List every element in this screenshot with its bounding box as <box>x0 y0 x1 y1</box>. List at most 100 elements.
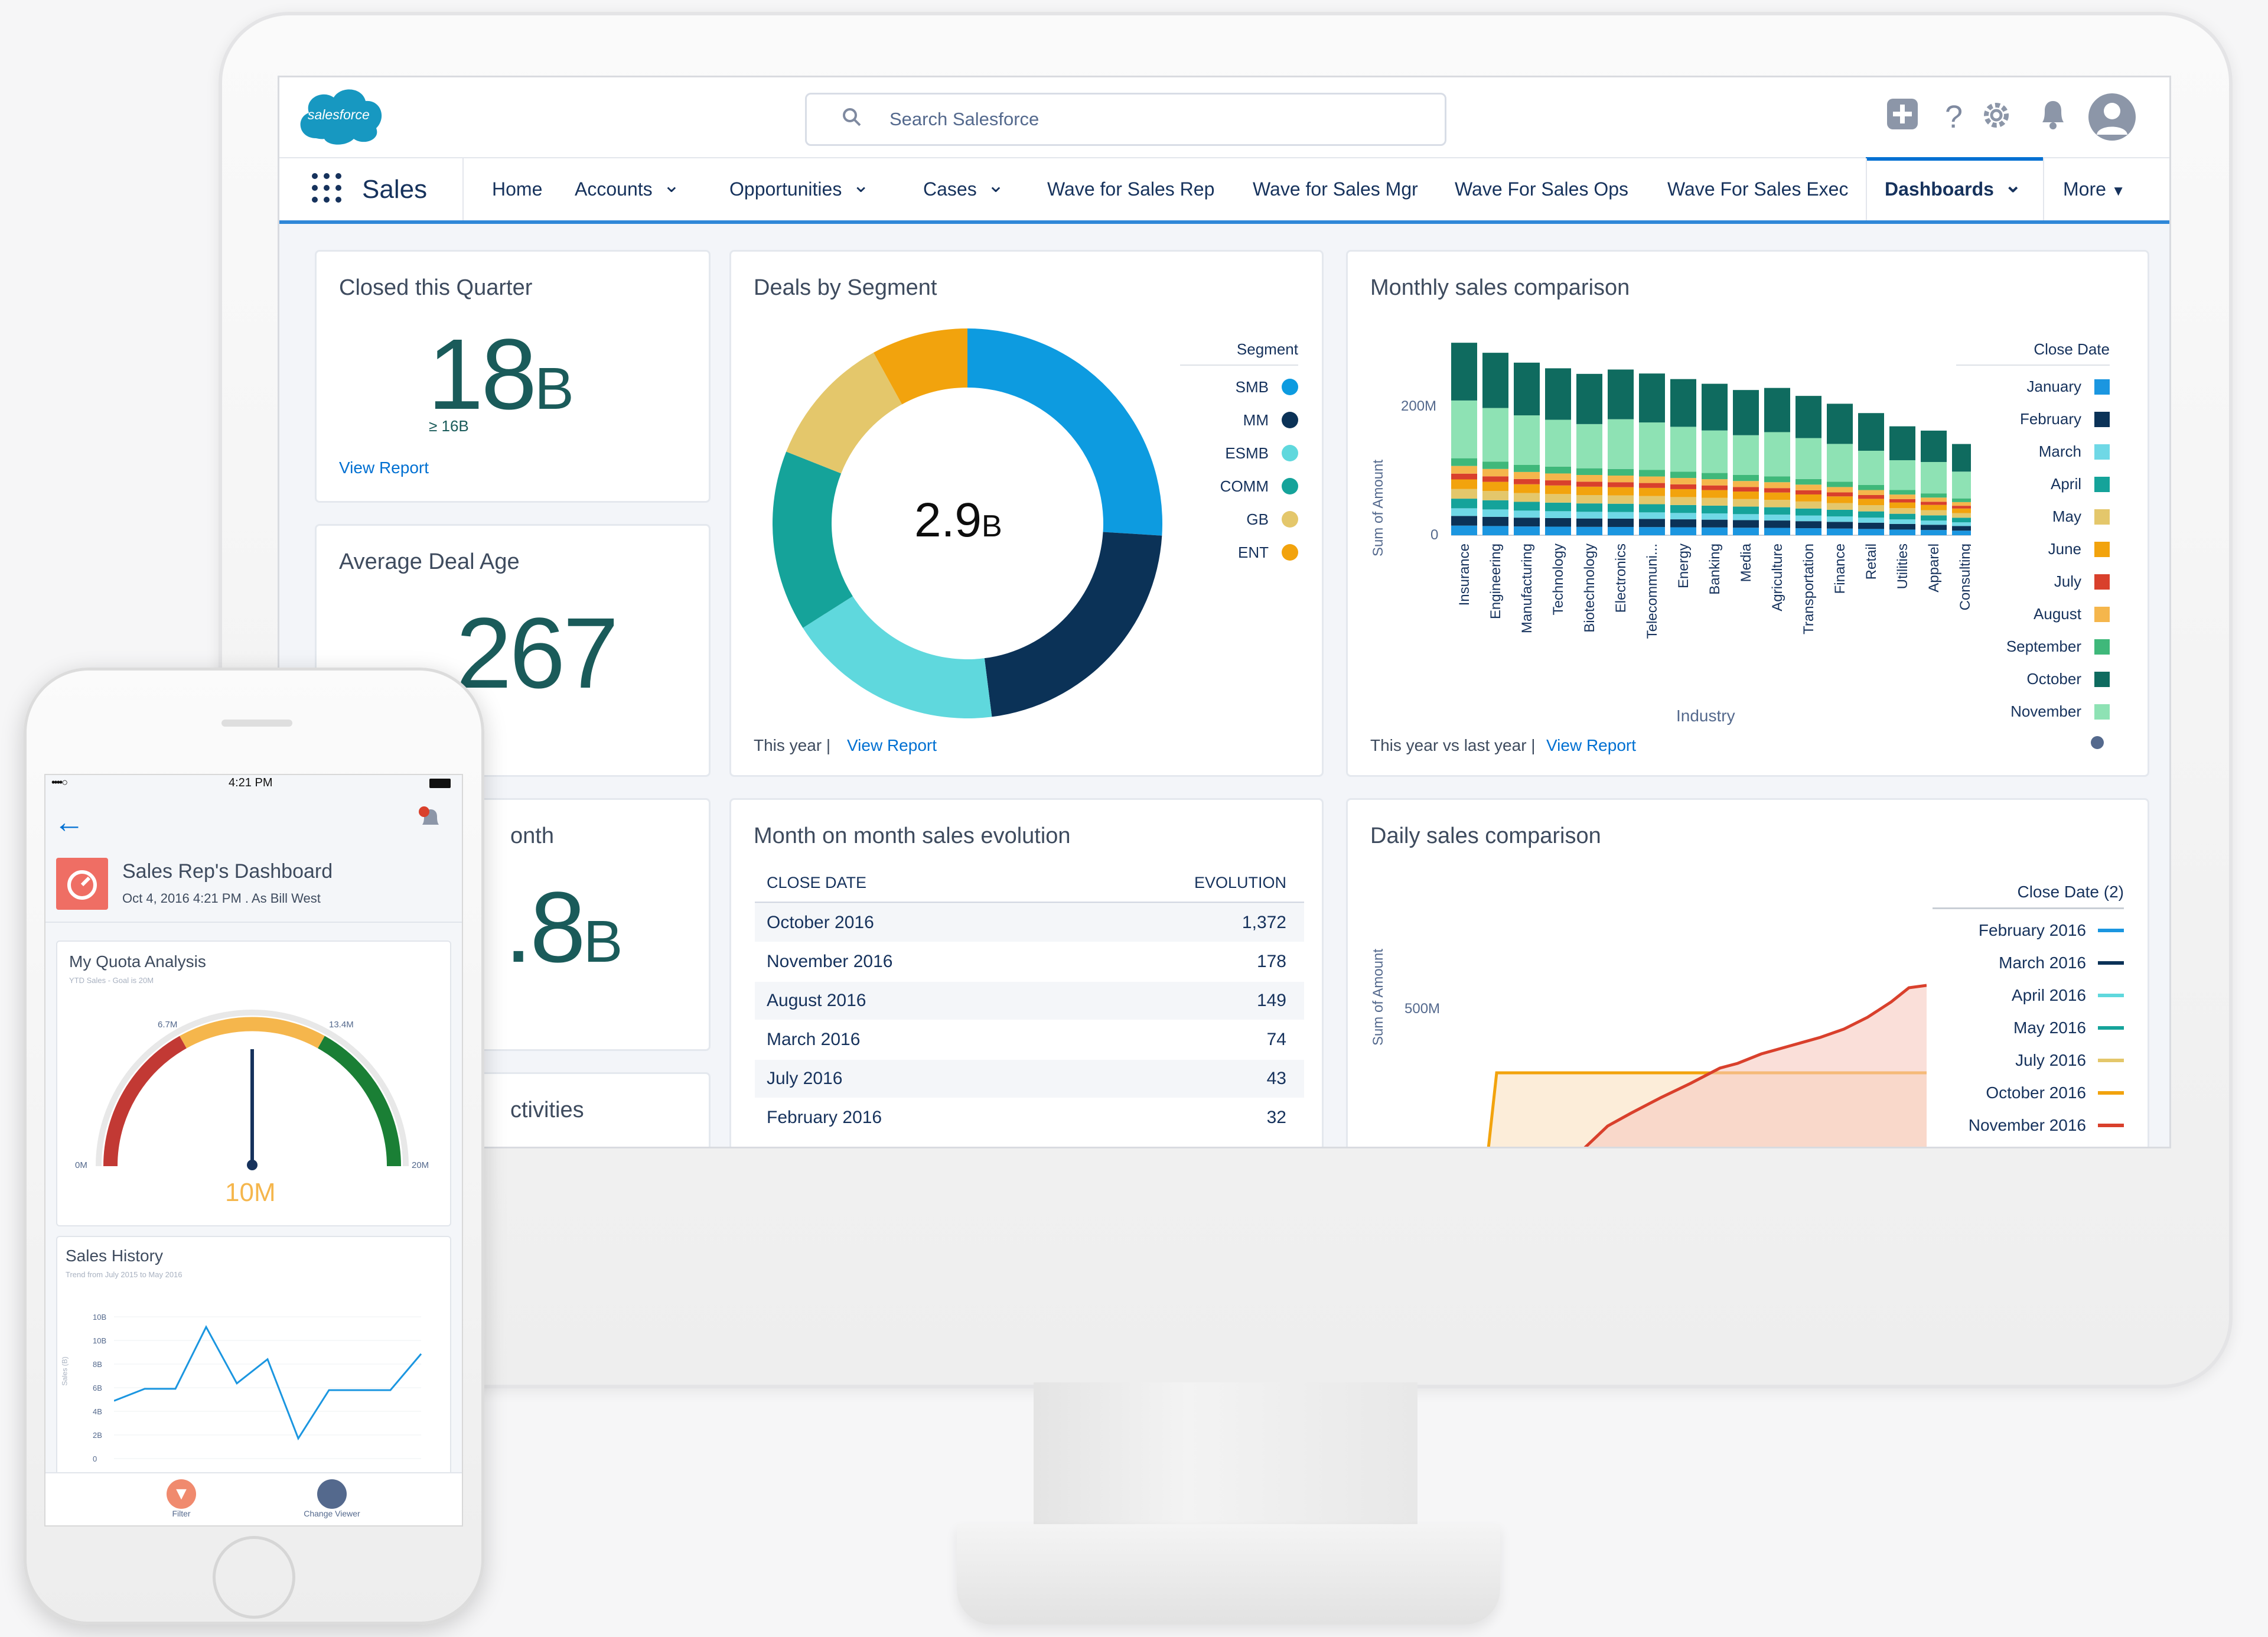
bar-segment[interactable] <box>1702 485 1728 490</box>
phone-home-button[interactable] <box>213 1536 295 1619</box>
bar-segment[interactable] <box>1702 505 1728 514</box>
bar-segment[interactable] <box>1733 499 1759 507</box>
legend-item[interactable]: August <box>1956 598 2110 630</box>
bar-segment[interactable] <box>1827 481 1853 487</box>
bar-segment[interactable] <box>1952 506 1971 509</box>
bar-segment[interactable] <box>1514 415 1540 465</box>
bar-segment[interactable] <box>1545 485 1571 494</box>
bar-segment[interactable] <box>1827 522 1853 529</box>
bar-segment[interactable] <box>1608 468 1634 476</box>
bar-segment[interactable] <box>1608 495 1634 504</box>
bar-segment[interactable] <box>1795 508 1821 516</box>
bar-segment[interactable] <box>1764 515 1790 521</box>
legend-item[interactable]: November <box>1956 695 2110 728</box>
bar-segment[interactable] <box>1858 490 1884 496</box>
bar-segment[interactable] <box>1514 465 1540 472</box>
bar-segment[interactable] <box>1482 468 1508 477</box>
donut-slice-ent[interactable] <box>874 328 967 405</box>
bar-segment[interactable] <box>1795 396 1821 438</box>
bar-segment[interactable] <box>1952 471 1971 499</box>
bar-segment[interactable] <box>1670 489 1696 497</box>
bar-segment[interactable] <box>1451 489 1477 499</box>
bar-segment[interactable] <box>1608 369 1634 419</box>
bar-segment[interactable] <box>1639 483 1665 488</box>
bar-segment[interactable] <box>1702 490 1728 498</box>
bar-segment[interactable] <box>1827 503 1853 510</box>
bar-segment[interactable] <box>1482 461 1508 469</box>
bar-segment[interactable] <box>1921 497 1947 502</box>
bar-segment[interactable] <box>1576 424 1602 468</box>
bar-segment[interactable] <box>1858 518 1884 523</box>
bar-segment[interactable] <box>1482 526 1508 535</box>
bar-segment[interactable] <box>1670 379 1696 427</box>
bar-segment[interactable] <box>1482 408 1508 462</box>
bar-segment[interactable] <box>1921 520 1947 525</box>
bar-segment[interactable] <box>1733 390 1759 435</box>
phone-back-icon[interactable]: ← <box>54 805 84 839</box>
salesforce-logo[interactable]: salesforce <box>292 82 387 147</box>
bar-segment[interactable] <box>1827 487 1853 493</box>
bar-segment[interactable] <box>1545 466 1571 474</box>
bar-segment[interactable] <box>1889 426 1915 461</box>
help-icon[interactable]: ? <box>1944 99 1963 135</box>
bar-segment[interactable] <box>1827 403 1853 444</box>
nav-tab-dashboards[interactable]: Dashboards ⌄ <box>1885 158 2021 220</box>
bar-segment[interactable] <box>1733 528 1759 535</box>
bar-segment[interactable] <box>1451 479 1477 489</box>
bar-segment[interactable] <box>1858 485 1884 490</box>
legend-item[interactable]: November 2016 <box>1933 1109 2124 1141</box>
bar-segment[interactable] <box>1827 496 1853 503</box>
bar-segment[interactable] <box>1576 481 1602 487</box>
table-row[interactable]: August 2016 149 <box>755 982 1304 1020</box>
bar-segment[interactable] <box>1482 491 1508 500</box>
column-header-close-date[interactable]: CLOSE DATE <box>767 874 867 891</box>
bar-segment[interactable] <box>1889 523 1915 530</box>
history-line[interactable] <box>114 1325 422 1441</box>
bar-segment[interactable] <box>1733 514 1759 520</box>
legend-item[interactable]: March <box>1956 435 2110 468</box>
bar-segment[interactable] <box>1702 473 1728 480</box>
bar-segment[interactable] <box>1482 353 1508 408</box>
bar-segment[interactable] <box>1764 482 1790 489</box>
nav-tab-wave-for-sales-exec[interactable]: Wave For Sales Exec <box>1667 158 1848 220</box>
bar-segment[interactable] <box>1545 494 1571 503</box>
legend-item[interactable]: May 2016 <box>1933 1011 2124 1044</box>
bar-segment[interactable] <box>1795 521 1821 529</box>
view-report-link[interactable]: View Report <box>847 736 937 754</box>
bar-segment[interactable] <box>1764 507 1790 515</box>
bar-segment[interactable] <box>1952 498 1971 502</box>
legend-item[interactable]: ESMB <box>1180 437 1298 470</box>
bar-segment[interactable] <box>1702 513 1728 520</box>
bar-segment[interactable] <box>1451 400 1477 458</box>
bar-segment[interactable] <box>1795 528 1821 535</box>
bar-segment[interactable] <box>1576 512 1602 519</box>
bar-segment[interactable] <box>1952 526 1971 531</box>
bar-segment[interactable] <box>1451 466 1477 474</box>
bar-segment[interactable] <box>1702 519 1728 528</box>
bar-segment[interactable] <box>1639 487 1665 496</box>
bar-segment[interactable] <box>1639 519 1665 528</box>
legend-item[interactable]: September <box>1956 630 2110 663</box>
bar-segment[interactable] <box>1514 484 1540 493</box>
legend-item[interactable]: July 2016 <box>1933 1044 2124 1076</box>
bar-segment[interactable] <box>1670 505 1696 513</box>
bar-segment[interactable] <box>1451 499 1477 509</box>
bar-segment[interactable] <box>1545 526 1571 535</box>
bar-segment[interactable] <box>1545 511 1571 518</box>
bar-segment[interactable] <box>1889 519 1915 524</box>
bar-segment[interactable] <box>1545 419 1571 467</box>
bar-segment[interactable] <box>1952 502 1971 506</box>
filter-tab[interactable]: ▼ Filter <box>158 1479 205 1518</box>
bar-segment[interactable] <box>1952 508 1971 513</box>
bar-segment[interactable] <box>1921 510 1947 516</box>
bar-segment[interactable] <box>1451 458 1477 466</box>
bar-segment[interactable] <box>1576 495 1602 504</box>
bar-segment[interactable] <box>1921 430 1947 463</box>
bar-segment[interactable] <box>1889 490 1915 495</box>
bar-segment[interactable] <box>1702 479 1728 486</box>
bar-segment[interactable] <box>1858 499 1884 505</box>
bar-segment[interactable] <box>1827 528 1853 535</box>
bar-segment[interactable] <box>1733 506 1759 515</box>
search-box[interactable]: Search Salesforce <box>805 93 1446 146</box>
bar-segment[interactable] <box>1889 502 1915 509</box>
